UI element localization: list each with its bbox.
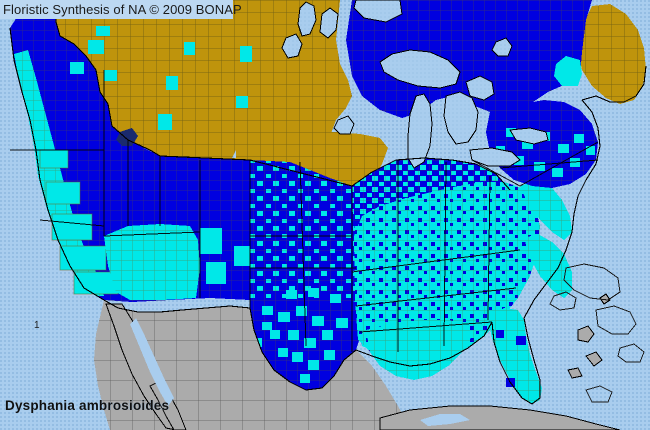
region-maritimes-gold: [578, 4, 646, 104]
region-quebec-cyan-notch: [554, 56, 582, 86]
region-northeast-blue: [486, 100, 598, 188]
region-mid-atlantic-cyan: [520, 180, 572, 298]
region-florida-cyan: [488, 308, 542, 404]
species-name-caption: Dysphania ambrosioides: [5, 398, 170, 413]
region-canada-gold-east: [236, 0, 352, 140]
region-ontario-quebec-blue: [346, 0, 592, 118]
bahamas-banks: [549, 263, 645, 403]
sea-of-cortez: [130, 318, 174, 406]
region-northern-plains-gold: [160, 132, 388, 186]
great-lakes: [116, 0, 549, 169]
map-title-text: Floristic Synthesis of NA © 2009 BONAP: [3, 2, 242, 17]
region-pacific-coast-cyan: [14, 26, 252, 296]
state-borders: [10, 70, 599, 352]
region-caribbean-gray: [379, 293, 621, 430]
map-title-band: Floristic Synthesis of NA © 2009 BONAP: [0, 0, 242, 19]
region-gulf-coast-cyan: [366, 320, 472, 380]
pacific-ocean-marker: 1: [34, 320, 40, 331]
